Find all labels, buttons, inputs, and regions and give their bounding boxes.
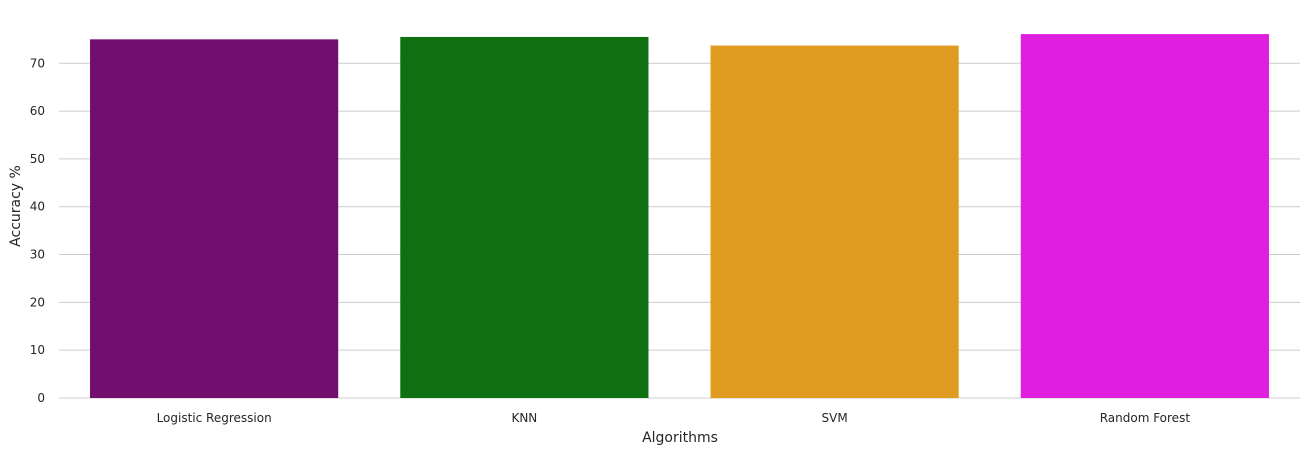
bar-knn: [400, 36, 649, 398]
x-tick-label: KNN: [511, 411, 537, 425]
y-tick-label: 70: [30, 56, 45, 70]
y-axis-title: Accuracy %: [8, 165, 24, 247]
y-tick-label: 50: [30, 152, 45, 166]
y-tick-label: 60: [30, 104, 45, 118]
bar-svm: [710, 45, 959, 399]
y-tick-labels: 0 10 20 30 40 50 60 70: [30, 56, 45, 405]
y-tick-label: 40: [30, 200, 45, 214]
bars: [90, 34, 1269, 399]
x-axis-title: Algorithms: [642, 430, 718, 446]
x-tick-labels: Logistic Regression KNN SVM Random Forest: [157, 411, 1191, 425]
y-tick-label: 20: [30, 295, 45, 309]
x-tick-label: SVM: [822, 411, 848, 425]
y-tick-label: 10: [30, 343, 45, 357]
y-tick-label: 30: [30, 248, 45, 262]
x-tick-label: Random Forest: [1100, 411, 1191, 425]
y-tick-label: 0: [37, 391, 45, 405]
bar-random-forest: [1020, 34, 1269, 398]
x-tick-label: Logistic Regression: [157, 411, 272, 425]
bar-logistic-regression: [90, 39, 339, 398]
